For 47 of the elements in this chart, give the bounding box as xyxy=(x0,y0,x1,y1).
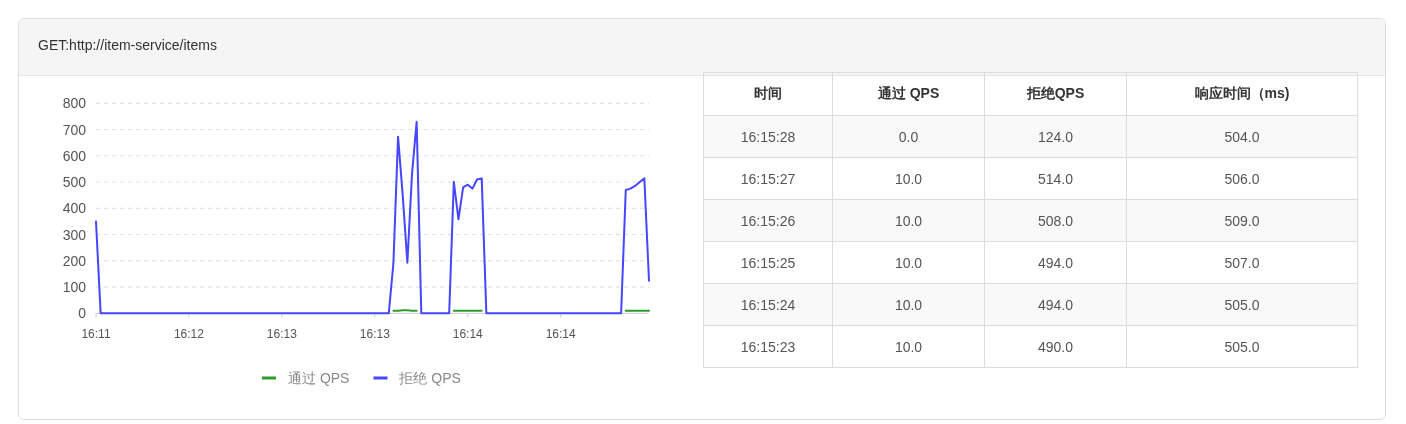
x-tick-label: 16:14 xyxy=(452,327,484,342)
data-label: 508.0 xyxy=(984,199,1127,242)
y-tick-label: 400 xyxy=(62,200,87,217)
data-label: 509.0 xyxy=(1126,199,1358,242)
y-tick-label: 500 xyxy=(62,174,87,191)
legend-label: 通过 QPS xyxy=(288,370,350,386)
y-tick-label: 200 xyxy=(62,252,87,269)
x-tick-label: 16:12 xyxy=(173,327,205,342)
y-tick-label: 800 xyxy=(62,95,87,112)
data-label: 124.0 xyxy=(984,115,1127,158)
y-tick-label: 16:15:27 xyxy=(703,157,833,200)
data-label: 10.0 xyxy=(832,283,985,326)
data-label: 10.0 xyxy=(832,199,985,242)
x-tick-label: 拒绝QPS xyxy=(984,72,1127,116)
data-label: 506.0 xyxy=(1126,157,1358,200)
y-tick-label: 300 xyxy=(62,226,87,243)
y-tick-label: 100 xyxy=(62,279,87,296)
data-label: 10.0 xyxy=(832,157,985,200)
data-label: 505.0 xyxy=(1126,283,1358,326)
line-series xyxy=(95,120,650,315)
chart-title: GET:http://item-service/items xyxy=(38,37,217,53)
x-tick-label: 通过 QPS xyxy=(832,72,985,116)
data-label: 10.0 xyxy=(832,325,985,368)
y-tick-label: 16:15:23 xyxy=(703,325,833,368)
y-tick-label: 16:15:26 xyxy=(703,199,833,242)
y-tick-label: 16:15:25 xyxy=(703,241,833,284)
y-tick-label: 16:15:24 xyxy=(703,283,833,326)
data-label: 0.0 xyxy=(832,115,985,158)
y-tick-label: 700 xyxy=(62,121,87,138)
data-label: 490.0 xyxy=(984,325,1127,368)
data-label: 504.0 xyxy=(1126,115,1358,158)
x-tick-label: 16:13 xyxy=(266,327,298,342)
data-label: 507.0 xyxy=(1126,241,1358,284)
data-label: 10.0 xyxy=(832,241,985,284)
x-tick-label: 16:11 xyxy=(81,327,111,342)
data-label: 505.0 xyxy=(1126,325,1358,368)
y-tick-label: 16:15:28 xyxy=(703,115,833,158)
x-tick-label: 16:14 xyxy=(545,327,577,342)
y-tick-label: 0 xyxy=(78,305,87,322)
y-axis-title: 时间 xyxy=(703,72,833,116)
legend-label: 拒绝 QPS xyxy=(398,370,461,386)
y-tick-label: 600 xyxy=(62,147,87,164)
data-label: 494.0 xyxy=(984,283,1127,326)
data-label: 514.0 xyxy=(984,157,1127,200)
x-tick-label: 16:13 xyxy=(359,327,391,342)
data-label: 494.0 xyxy=(984,241,1127,284)
x-tick-label: 响应时间（ms) xyxy=(1126,72,1358,116)
